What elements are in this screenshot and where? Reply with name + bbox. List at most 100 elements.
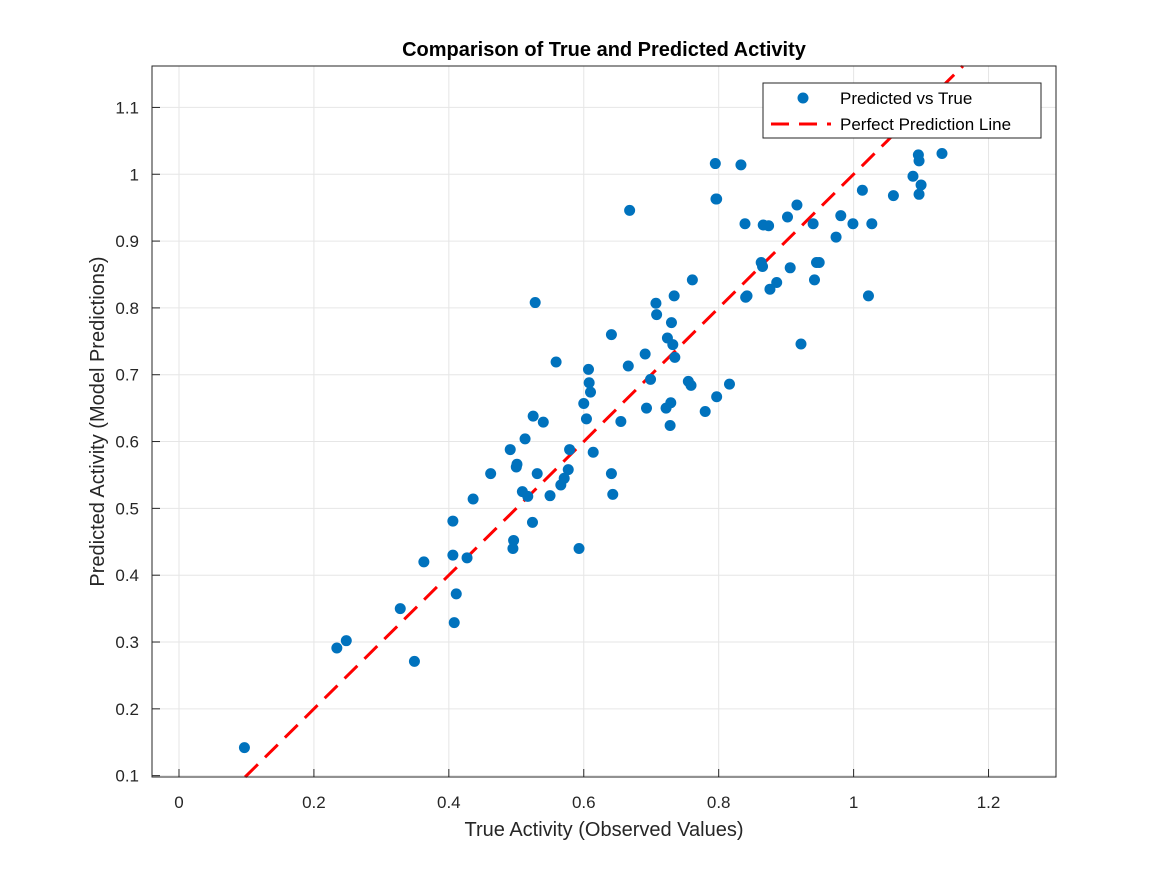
data-point (508, 534, 520, 546)
y-tick-label: 0.3 (115, 633, 139, 652)
legend-label-line: Perfect Prediction Line (840, 115, 1011, 134)
y-axis-label: Predicted Activity (Model Predictions) (87, 256, 109, 586)
data-point (907, 170, 919, 182)
data-point (781, 211, 793, 223)
data-point (665, 317, 677, 329)
grid-lines (152, 66, 1056, 777)
data-point (664, 420, 676, 432)
data-point (763, 220, 775, 232)
data-point (605, 468, 617, 480)
data-point (669, 351, 681, 363)
legend-marker-points (797, 92, 809, 104)
data-point (639, 348, 651, 360)
data-point (461, 552, 473, 564)
data-point (735, 159, 747, 171)
y-tick-label: 0.8 (115, 299, 139, 318)
data-point (856, 184, 868, 196)
data-point (723, 378, 735, 390)
data-point (847, 218, 859, 230)
data-point (771, 277, 783, 289)
data-point (615, 416, 627, 427)
data-point (650, 297, 662, 309)
data-point (485, 468, 497, 480)
chart-title: Comparison of True and Predicted Activit… (402, 39, 807, 61)
data-point (757, 260, 769, 272)
data-point (544, 490, 556, 502)
data-point (813, 256, 825, 268)
data-point (830, 231, 842, 243)
data-point (408, 655, 420, 667)
y-tick-label: 0.2 (115, 700, 139, 719)
data-point (686, 274, 698, 286)
data-points (238, 127, 969, 754)
data-point (913, 155, 925, 167)
data-point (795, 338, 807, 350)
y-tick-label: 0.4 (115, 566, 139, 585)
x-tick-label: 1.2 (977, 793, 1001, 812)
data-point (913, 188, 925, 200)
y-tick-label: 0.5 (115, 499, 139, 518)
data-point (711, 193, 723, 205)
data-point (507, 542, 519, 554)
legend-box (762, 82, 1042, 139)
data-point (641, 402, 653, 414)
data-point (238, 742, 250, 754)
data-point (467, 493, 479, 505)
data-point (784, 262, 796, 274)
axes-frame (151, 65, 1057, 778)
data-point (791, 199, 803, 211)
x-tick-label: 0.8 (707, 793, 731, 812)
data-point (526, 516, 538, 528)
data-point (537, 416, 549, 428)
data-point (511, 458, 523, 470)
data-point (622, 360, 634, 372)
data-point (550, 356, 562, 368)
legend-label-points: Predicted vs True (840, 89, 972, 108)
data-point (699, 405, 711, 417)
data-point (624, 204, 636, 216)
y-tick-label: 1.1 (115, 98, 139, 117)
data-point (573, 542, 585, 554)
data-point (583, 377, 595, 389)
y-axis-ticks: 0.1 0.2 0.3 0.4 0.5 0.6 0.7 0.8 0.9 1 1.1 (115, 98, 160, 786)
data-point (808, 274, 820, 286)
data-point (915, 179, 927, 191)
data-point (562, 464, 574, 476)
plot-contents (238, 64, 969, 779)
x-tick-label: 0.2 (302, 793, 326, 812)
data-point (709, 158, 721, 170)
data-point (668, 290, 680, 302)
data-point (580, 413, 592, 425)
data-point (665, 397, 677, 409)
legend: Predicted vs True Perfect Prediction Lin… (762, 82, 1042, 139)
data-point (936, 148, 948, 160)
data-point (418, 556, 430, 568)
y-tick-label: 0.9 (115, 232, 139, 251)
data-point (527, 410, 539, 422)
data-point (519, 433, 531, 445)
data-point (450, 588, 462, 600)
data-point (764, 283, 776, 295)
data-point (529, 297, 541, 309)
data-point (504, 444, 516, 456)
perfect-prediction-line (244, 64, 964, 779)
data-point (605, 329, 617, 341)
data-point (711, 391, 723, 403)
data-point (685, 379, 697, 391)
y-tick-label: 1 (130, 165, 139, 184)
data-point (887, 190, 899, 202)
y-tick-label: 0.6 (115, 433, 139, 452)
data-point (862, 290, 874, 302)
data-point (522, 490, 534, 502)
data-point (558, 472, 570, 484)
data-point (394, 603, 406, 615)
data-point (578, 397, 590, 409)
data-point (448, 617, 460, 629)
data-point (447, 549, 459, 561)
y-tick-label: 0.1 (115, 767, 139, 786)
data-point (835, 210, 847, 222)
data-point (807, 218, 819, 230)
data-point (741, 290, 753, 302)
